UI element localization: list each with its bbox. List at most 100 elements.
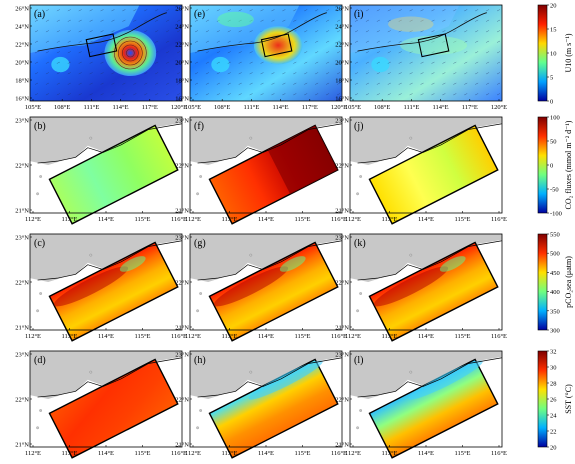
- y-tick-label: 23°N: [335, 235, 349, 242]
- colorbar-label: U10 (m s⁻¹): [564, 33, 573, 72]
- y-tick-label: 22°N: [15, 42, 29, 49]
- y-tick-label: 21°N: [175, 442, 189, 449]
- y-tick-label: 22°N: [335, 163, 349, 170]
- x-tick-label: 111°E: [243, 104, 259, 111]
- x-tick-label: 120°E: [491, 104, 507, 111]
- x-tick-label: 116°E: [331, 333, 347, 340]
- x-tick-label: 113°E: [61, 450, 77, 457]
- colorbar-tick-label: 10: [550, 51, 557, 58]
- colorbar-tick-label: 26: [550, 397, 557, 404]
- colorbar-tick-label: 20: [550, 445, 557, 452]
- y-tick-label: 23°N: [335, 352, 349, 359]
- y-tick-label: 18°N: [175, 78, 189, 85]
- colorbar-label: CO₂ fluxes (mmol m⁻² d⁻¹): [564, 120, 573, 209]
- x-tick-label: 115°E: [134, 333, 150, 340]
- y-tick-label: 21°N: [335, 325, 349, 332]
- y-tick-label: 21°N: [175, 325, 189, 332]
- y-tick-label: 22°N: [335, 397, 349, 404]
- colorbar-tick-label: 30: [550, 365, 557, 372]
- y-tick-label: 20°N: [15, 60, 29, 67]
- y-tick-label: 23°N: [175, 352, 189, 359]
- x-tick-label: 113°E: [381, 450, 397, 457]
- x-tick-label: 113°E: [221, 216, 237, 223]
- x-tick-label: 120°E: [331, 104, 347, 111]
- panel-label: (i): [354, 9, 363, 20]
- x-tick-label: 114°E: [273, 104, 289, 111]
- x-tick-label: 116°E: [171, 333, 187, 340]
- x-tick-label: 116°E: [331, 216, 347, 223]
- panel-label: (d): [34, 355, 46, 366]
- x-tick-label: 116°E: [491, 450, 507, 457]
- colorbar: 20 15 10 5 0 U10 (m s⁻¹): [537, 3, 573, 106]
- x-tick-label: 114°E: [98, 450, 114, 457]
- colorbar-label: pCO₂sea (μatm): [564, 256, 573, 308]
- y-tick-label: 23°N: [335, 118, 349, 125]
- x-tick-label: 116°E: [491, 216, 507, 223]
- colorbar-tick-label: 5: [550, 75, 553, 82]
- x-tick-label: 111°E: [403, 104, 419, 111]
- panel-label: (j): [354, 121, 363, 132]
- colorbar-tick-label: 0: [550, 99, 553, 106]
- y-tick-label: 21°N: [335, 442, 349, 449]
- y-tick-label: 16°N: [15, 96, 29, 103]
- x-tick-label: 105°E: [185, 104, 201, 111]
- y-tick-label: 22°N: [15, 163, 29, 170]
- x-tick-label: 108°E: [374, 104, 390, 111]
- x-tick-label: 112°E: [185, 333, 201, 340]
- x-tick-label: 117°E: [142, 104, 158, 111]
- x-tick-label: 115°E: [454, 333, 470, 340]
- x-tick-label: 113°E: [61, 333, 77, 340]
- colorbar-tick-label: 32: [550, 349, 557, 356]
- y-tick-label: 16°N: [335, 96, 349, 103]
- x-tick-label: 105°E: [25, 104, 41, 111]
- y-tick-label: 26°N: [15, 6, 29, 13]
- x-tick-label: 114°E: [418, 216, 434, 223]
- panel-label: (c): [34, 238, 45, 249]
- y-tick-label: 24°N: [335, 24, 349, 31]
- colorbar-tick-label: 450: [550, 270, 560, 277]
- panel-label: (f): [194, 121, 204, 132]
- colorbar-tick-label: -50: [550, 187, 559, 194]
- y-tick-label: 24°N: [175, 24, 189, 31]
- colorbar-tick-label: 500: [550, 251, 560, 258]
- x-tick-label: 117°E: [462, 104, 478, 111]
- x-tick-label: 112°E: [25, 450, 41, 457]
- x-tick-label: 108°E: [54, 104, 70, 111]
- x-tick-label: 113°E: [221, 450, 237, 457]
- x-tick-label: 115°E: [294, 450, 310, 457]
- y-tick-label: 23°N: [15, 352, 29, 359]
- y-tick-label: 21°N: [15, 325, 29, 332]
- colorbar-tick-label: 300: [550, 328, 560, 335]
- x-tick-label: 115°E: [134, 216, 150, 223]
- x-tick-label: 114°E: [433, 104, 449, 111]
- x-tick-label: 115°E: [454, 216, 470, 223]
- colorbar-tick-label: 550: [550, 232, 560, 239]
- colorbar-tick-label: -100: [550, 211, 562, 218]
- panel-label: (g): [194, 238, 206, 249]
- x-tick-label: 114°E: [418, 450, 434, 457]
- colorbar-tick-label: 50: [550, 139, 557, 146]
- x-tick-label: 120°E: [171, 104, 187, 111]
- panel-label: (b): [34, 121, 46, 132]
- x-tick-label: 114°E: [113, 104, 129, 111]
- panel-label: (h): [194, 355, 206, 366]
- colorbar-tick-label: 100: [550, 115, 560, 122]
- y-tick-label: 16°N: [175, 96, 189, 103]
- colorbar: 550 500 450 400 350 300 pCO₂sea (μatm): [537, 232, 573, 335]
- colorbar-tick-label: 15: [550, 27, 557, 34]
- x-tick-label: 105°E: [345, 104, 361, 111]
- panel-label: (e): [194, 9, 205, 20]
- x-tick-label: 112°E: [345, 216, 361, 223]
- x-tick-label: 115°E: [294, 333, 310, 340]
- x-tick-label: 114°E: [258, 216, 274, 223]
- x-tick-label: 114°E: [258, 333, 274, 340]
- x-tick-label: 112°E: [185, 216, 201, 223]
